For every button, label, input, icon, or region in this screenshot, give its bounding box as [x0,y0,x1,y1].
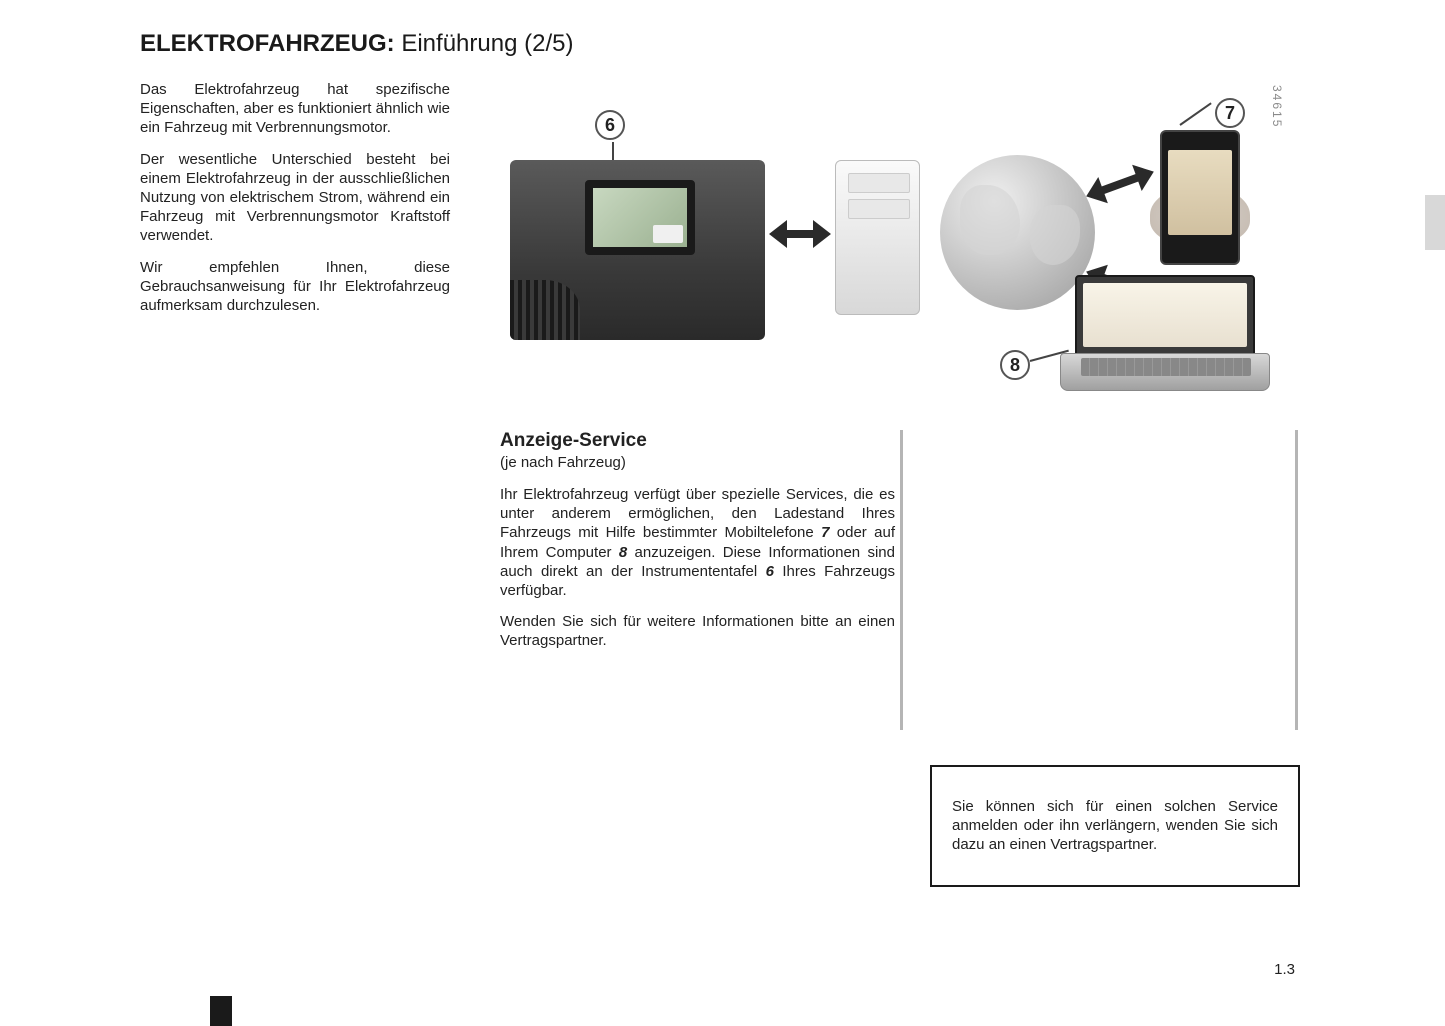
dashboard-illustration [510,160,765,340]
callout-7: 7 [1215,98,1245,128]
left-text-column: Das Elektrofahrzeug hat spezifische Eige… [140,80,450,327]
smartphone-illustration [1160,130,1240,265]
callout-7-line [1179,102,1211,125]
intro-paragraph-1: Das Elektrofahrzeug hat spezifische Eige… [140,80,450,138]
server-illustration [835,160,920,315]
callout-6: 6 [595,110,625,140]
callout-6-label: 6 [605,115,615,136]
nav-screen-icon [585,180,695,255]
figure-id: 34615 [1270,85,1284,128]
callout-7-label: 7 [1225,103,1235,124]
manual-page: ELEKTROFAHRZEUG: Einführung (2/5) Das El… [140,30,1320,990]
footer-black-marker [210,996,232,1026]
ref-6: 6 [766,563,774,580]
intro-paragraph-3: Wir empfehlen Ihnen, diese Gebrauchsanwe… [140,258,450,316]
arrow-dash-tower-icon [785,230,815,238]
section-heading: Anzeige-Service [500,430,895,452]
info-box-text: Sie können sich für einen solchen Servic… [952,797,1278,855]
page-title: ELEKTROFAHRZEUG: Einführung (2/5) [140,30,1320,58]
page-number: 1.3 [1274,961,1295,978]
connectivity-diagram: 34615 6 7 8 [500,80,1280,395]
callout-8-label: 8 [1010,355,1020,376]
service-paragraph-2: Wenden Sie sich für weitere Informatione… [500,612,895,650]
column-divider-1 [900,430,903,730]
air-vent-icon [510,280,580,340]
column-divider-2 [1295,430,1298,730]
ref-8: 8 [619,544,627,561]
intro-paragraph-2: Der wesentliche Unterschied besteht bei … [140,150,450,246]
title-sub: Einführung (2/5) [401,30,573,57]
arrow-globe-phone-icon [1100,173,1140,194]
middle-text-column: Anzeige-Service (je nach Fahrzeug) Ihr E… [500,430,895,663]
info-box: Sie können sich für einen solchen Servic… [930,765,1300,887]
callout-8: 8 [1000,350,1030,380]
service-paragraph-1: Ihr Elektrofahrzeug verfügt über speziel… [500,485,895,600]
section-subtitle: (je nach Fahrzeug) [500,454,895,471]
title-main: ELEKTROFAHRZEUG: [140,30,395,57]
laptop-illustration [1060,275,1270,395]
page-edge-tab [1425,195,1445,250]
